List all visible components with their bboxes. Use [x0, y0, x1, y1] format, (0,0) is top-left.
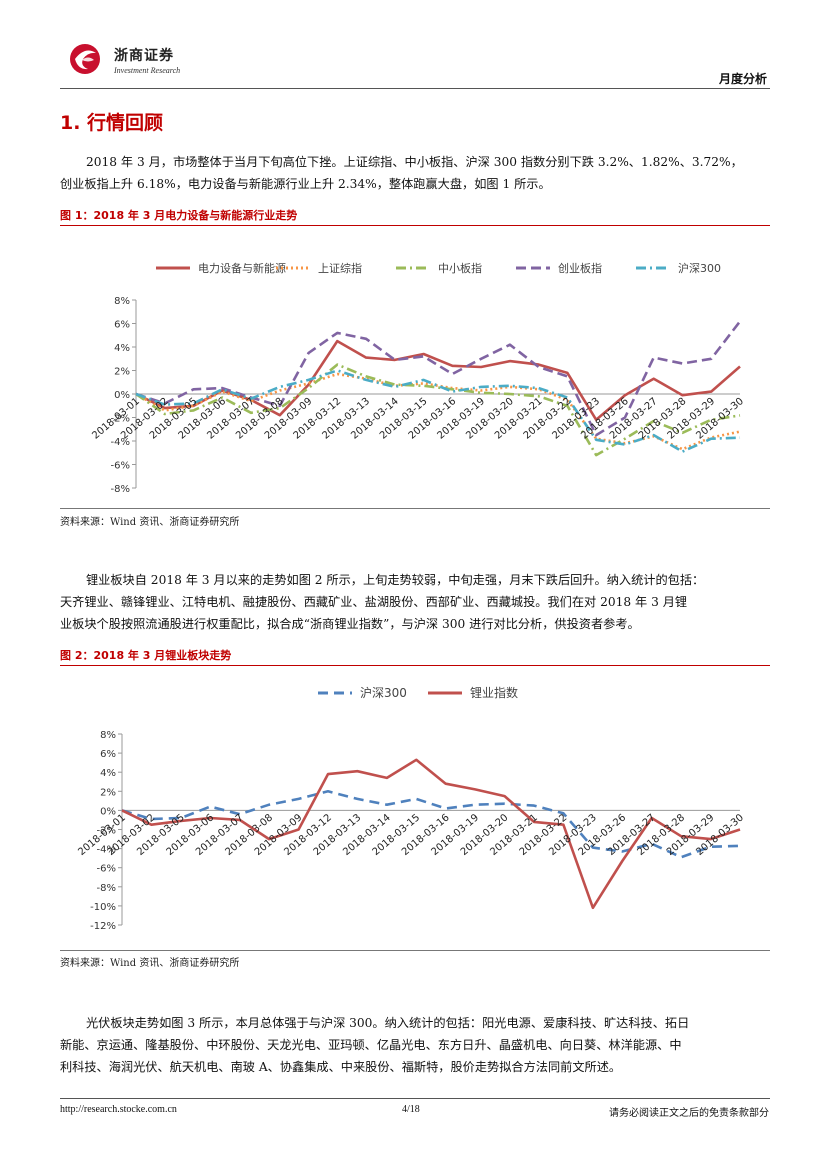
- legend-label: 沪深300: [678, 261, 721, 275]
- y-tick-label: -8%: [97, 883, 116, 894]
- paragraph-intro: 2018 年 3 月，市场整体于当月下旬高位下挫。上证综指、中小板指、沪深 30…: [60, 151, 772, 195]
- y-tick-label: -8%: [111, 484, 130, 495]
- y-tick-label: 0%: [100, 806, 116, 817]
- y-tick-label: -2%: [97, 826, 116, 837]
- y-tick-label: 6%: [114, 320, 130, 331]
- report-type-label: 月度分析: [718, 72, 767, 86]
- paragraph-line: 新能、京运通、隆基股份、中环股份、天龙光电、亚玛顿、亿晶光电、东方日升、晶盛机电…: [60, 1038, 682, 1052]
- series-line: [121, 758, 741, 910]
- figure-2-chart: 沪深300 锂业指数8%6%4%2%0%-2%-4%-6%-8%-10%-12%2…: [76, 685, 746, 932]
- paragraph-lithium: 锂业板块自 2018 年 3 月以来的走势如图 2 所示，上旬走势较弱，中旬走强…: [60, 569, 772, 635]
- section-title: 1. 行情回顾: [60, 112, 164, 134]
- legend-label: 创业板指: [558, 261, 602, 275]
- paragraph-line: 业板块个股按照流通股进行权重配比，拟合成“浙商锂业指数”，与沪深 300 进行对…: [60, 617, 640, 631]
- y-tick-label: 6%: [100, 749, 116, 760]
- paragraph-line: 光伏板块走势如图 3 所示，本月总体强于与沪深 300。纳入统计的包括：阳光电源…: [86, 1016, 690, 1030]
- y-tick-label: -10%: [90, 902, 116, 913]
- figure-2-title-rule: [60, 665, 770, 666]
- y-tick-label: -6%: [97, 864, 116, 875]
- footer-disclaimer: 请务必阅读正文之后的免责条款部分: [609, 1108, 769, 1119]
- legend-label: 上证综指: [318, 261, 362, 275]
- y-tick-label: 2%: [114, 367, 130, 378]
- y-tick-label: 0%: [114, 390, 130, 401]
- y-tick-label: 8%: [100, 730, 116, 741]
- brand-name: 浙商证券: [114, 48, 174, 64]
- y-tick-label: -2%: [111, 414, 130, 425]
- figure-2-source-rule: [60, 950, 770, 951]
- figure-1-title: 图 1：2018 年 3 月电力设备与新能源行业走势: [60, 209, 298, 222]
- paragraph-line: 天齐锂业、赣锋锂业、江特电机、融捷股份、西藏矿业、盐湖股份、西部矿业、西藏城投。…: [60, 595, 688, 609]
- footer-url-link[interactable]: http://research.stocke.com.cn: [60, 1104, 177, 1115]
- y-tick-label: -6%: [111, 461, 130, 472]
- figure-2-title: 图 2：2018 年 3 月锂业板块走势: [60, 649, 232, 662]
- paragraph-pv: 光伏板块走势如图 3 所示，本月总体强于与沪深 300。纳入统计的包括：阳光电源…: [60, 1012, 772, 1078]
- figure-1-source: 资料来源：Wind 资讯、浙商证券研究所: [60, 517, 240, 528]
- y-tick-label: 2%: [100, 787, 116, 798]
- legend-label: 锂业指数: [470, 685, 518, 700]
- legend-label: 中小板指: [438, 261, 482, 275]
- footer-divider: [60, 1098, 770, 1099]
- paragraph-line: 创业板指上升 6.18%，电力设备与新能源行业上升 2.34%，整体跑赢大盘，如…: [60, 177, 551, 191]
- y-tick-label: 4%: [100, 768, 116, 779]
- series-line: [135, 369, 741, 453]
- legend-label: 电力设备与新能源: [198, 261, 286, 275]
- paragraph-line: 锂业板块自 2018 年 3 月以来的走势如图 2 所示，上旬走势较弱，中旬走强…: [86, 573, 705, 587]
- y-tick-label: 8%: [114, 296, 130, 307]
- paragraph-line: 2018 年 3 月，市场整体于当月下旬高位下挫。上证综指、中小板指、沪深 30…: [86, 155, 743, 169]
- page-number: 4/18: [402, 1104, 420, 1115]
- logo-icon: [70, 44, 100, 74]
- figure-1-title-rule: [60, 225, 770, 226]
- legend-label: 沪深300: [360, 686, 407, 700]
- figure-2-source: 资料来源：Wind 资讯、浙商证券研究所: [60, 958, 240, 969]
- figure-1-source-rule: [60, 508, 770, 509]
- brand-tagline: Investment Research: [114, 66, 181, 75]
- y-tick-label: -12%: [90, 921, 116, 932]
- figure-1-chart: 电力设备与新能源 上证综指 中小板指 创业板指 沪深300 8% 6% 4% 2% 0% -2% -4…: [90, 261, 746, 495]
- header-divider: [60, 88, 770, 89]
- y-tick-label: 4%: [114, 343, 130, 354]
- paragraph-line: 利科技、海润光伏、航天机电、南玻 A、协鑫集成、中来股份、福斯特，股价走势拟合方…: [60, 1060, 622, 1074]
- y-tick-label: -4%: [111, 437, 130, 448]
- y-tick-label: -4%: [97, 845, 116, 856]
